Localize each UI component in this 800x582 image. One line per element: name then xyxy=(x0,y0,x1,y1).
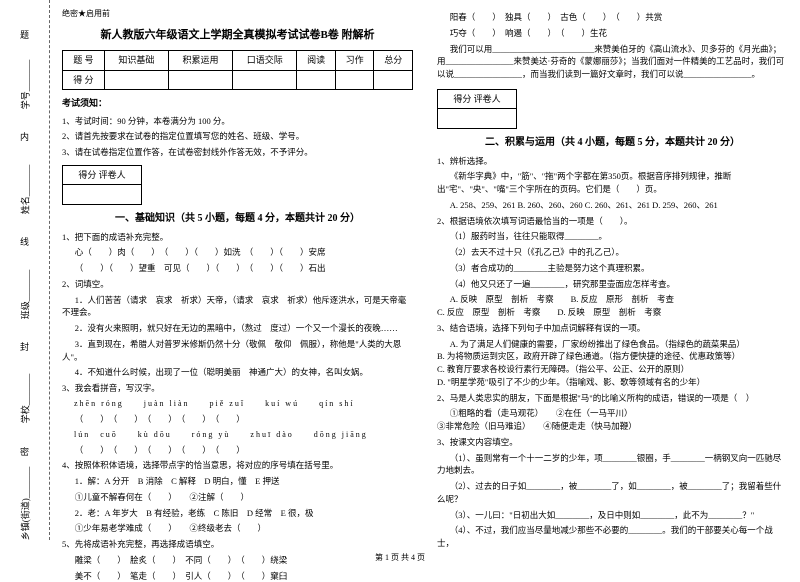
margin-label-ti: 题 xyxy=(18,30,31,39)
th-4: 阅读 xyxy=(297,51,336,70)
page-container: 题 学号_______ 内 姓名_______ 线 班级_______ 封 学校… xyxy=(0,0,800,540)
margin-field-school: 学校_______ xyxy=(18,374,31,424)
scorebox-2: 得分 评卷人 xyxy=(437,89,517,129)
rtop-l2: 巧夺（ ） 响遏（ ） （ ）生花 xyxy=(437,27,788,40)
s2q2-l3: （3）者合成功的________主验是努力这个真理积累。 xyxy=(437,262,788,275)
td-4[interactable] xyxy=(297,70,336,89)
th-2: 积累运用 xyxy=(168,51,232,70)
content-area: 绝密★启用前 新人教版六年级语文上学期全真模拟考试试卷B卷 附解析 题 号 知识… xyxy=(50,0,800,540)
s2q5-stem: 3、按课文内容填空。 xyxy=(437,436,788,449)
th-0: 题 号 xyxy=(63,51,105,70)
td-2[interactable] xyxy=(168,70,232,89)
s2q4-stem: 2、马是人类忠实的朋友，下面是根据"马"的比喻义所构的成语，错误的一项是（ ） xyxy=(437,392,788,405)
q2-l1: 1．人们苦苦（请求 哀求 祈求）天帝，（请求 哀求 祈求）他斥逐洪水，可是天帝毫… xyxy=(62,294,413,320)
dash-xian: 线 xyxy=(20,235,29,248)
q2-l3: 3．直到现在，希腊人对普罗米修斯仍然十分（敬佩 敬仰 佩服），称他是"人类的大恩… xyxy=(62,338,413,364)
secret-label: 绝密★启用前 xyxy=(62,8,413,21)
section1-title: 一、基础知识（共 5 小题，每题 4 分，本题共计 20 分） xyxy=(62,211,413,227)
q1-l2: （ ）（ ）望重 可见（ ）（ ） （ ）（ ）石出 xyxy=(62,262,413,275)
rtop-l1: 阳春（ ） 独具（ ） 古色（ ） （ ）共赏 xyxy=(437,11,788,24)
th-1: 知识基础 xyxy=(104,51,168,70)
q3-stem: 3、我会看拼音，写汉字。 xyxy=(62,382,413,395)
q3-py2: lún cuō kù dōu róng yù zhuī dào dōng jiā… xyxy=(62,429,413,441)
score-table: 题 号 知识基础 积累运用 口语交际 阅读 习作 总分 得 分 xyxy=(62,50,413,90)
td-3[interactable] xyxy=(233,70,297,89)
margin-field-name: 姓名_______ xyxy=(18,165,31,215)
q1-stem: 1、把下面的成语补充完整。 xyxy=(62,231,413,244)
s2q5-l4: （4）、不过，我们应当尽量地减少那些不必要的________。我们的干部要关心每… xyxy=(437,524,788,550)
s2q4-opts: ①粗略的看（走马观花） ②在任（一马平川） ③非常危险（旧马难追） ④随便走走（… xyxy=(437,407,788,433)
th-3: 口语交际 xyxy=(233,51,297,70)
section2-title: 二、积累与运用（共 4 小题，每题 5 分，本题共计 20 分） xyxy=(437,135,788,151)
scorebox-blank[interactable] xyxy=(63,185,142,204)
q4-l3: 2．老：A 年岁大 B 有经验，老练 C 陈旧 D 经常 E 很，极 xyxy=(62,507,413,520)
binding-margin: 题 学号_______ 内 姓名_______ 线 班级_______ 封 学校… xyxy=(0,0,50,540)
margin-field-town: 乡镇(街道)_______ xyxy=(18,467,31,541)
s2q3-stem: 3、结合语境，选择下列句子中加点词解释有误的一项。 xyxy=(437,322,788,335)
notice-3: 3、请在试卷指定位置作答，在试卷密封线外作答无效，不予评分。 xyxy=(62,146,413,159)
q4-l4: ①少年易老学难成（ ） ②终级老去（ ） xyxy=(62,522,413,535)
s2q2-stem: 2、根据语境依次填写词语最恰当的一项是（ ）。 xyxy=(437,215,788,228)
exam-title: 新人教版六年级语文上学期全真模拟考试试卷B卷 附解析 xyxy=(62,27,413,45)
q1-l1: 心（ ）肉（ ） （ ）（ ）如洗 （ ）（ ）安席 xyxy=(62,246,413,259)
q4-l1: 1．解：A 分开 B 消除 C 解释 D 明白，懂 E 押送 xyxy=(62,475,413,488)
s2q3-opts: A. 为了满足人们健康的需要，厂家纷纷推出了绿色食品。（指绿色的蔬菜果品） B.… xyxy=(437,338,788,389)
rtop-l3: 我们可以用________________________来赞美伯牙的《高山流水… xyxy=(437,43,788,81)
th-5: 习作 xyxy=(335,51,374,70)
page-footer: 第 1 页 共 4 页 xyxy=(0,552,800,563)
dash-feng: 封 xyxy=(20,340,29,353)
q5-stem: 5、先将成语补充完整，再选择成语填空。 xyxy=(62,538,413,551)
td-6[interactable] xyxy=(374,70,413,89)
s2q2-l1: （1）服药时当，往往只能取得________。 xyxy=(437,230,788,243)
scorebox2-blank[interactable] xyxy=(438,109,517,128)
s2q1-l1: 《新华字典》中，"筋"、"拖"两个字都在第350页。根据音序排列规律，推断出"宅… xyxy=(437,170,788,196)
score-header-row: 题 号 知识基础 积累运用 口语交际 阅读 习作 总分 xyxy=(63,51,413,70)
notice-2: 2、请首先按要求在试卷的指定位置填写您的姓名、班级、学号。 xyxy=(62,130,413,143)
th-6: 总分 xyxy=(374,51,413,70)
s2q5-l3: （3）、一儿曰："日初出大如________，及日中则如________，此不为… xyxy=(437,509,788,522)
q3-py1: zhēn róng juàn liàn piě zuǐ kuí wú qín s… xyxy=(62,398,413,410)
scorebox2-label: 得分 评卷人 xyxy=(438,89,517,108)
q2-stem: 2、词填空。 xyxy=(62,278,413,291)
dash-mi: 密 xyxy=(20,445,29,458)
q3-bl1: （ ） （ ） （ ） （ ） （ ） xyxy=(62,413,413,426)
q4-stem: 4、按照体积体语境，选择带点字的恰当意思，将对应的序号填在括号里。 xyxy=(62,459,413,472)
td-1[interactable] xyxy=(104,70,168,89)
q4-l2: ①儿童不解春何在（ ） ②注解（ ） xyxy=(62,491,413,504)
s2q1-opts: A. 258、259、261 B. 260、260、260 C. 260、261… xyxy=(437,199,788,212)
s2q2-l2: （2）去天不过十只（《孔乙己》中的孔乙己）。 xyxy=(437,246,788,259)
score-value-row: 得 分 xyxy=(63,70,413,89)
scorebox-1: 得分 评卷人 xyxy=(62,165,142,205)
left-column: 绝密★启用前 新人教版六年级语文上学期全真模拟考试试卷B卷 附解析 题 号 知识… xyxy=(50,0,425,540)
q2-l2: 2．没有火来照明，就只好在无边的黑暗中，（熬过 度过）一个又一个漫长的夜晚…… xyxy=(62,322,413,335)
notice-1: 1、考试时间：90 分钟，本卷满分为 100 分。 xyxy=(62,115,413,128)
scorebox-label: 得分 评卷人 xyxy=(63,165,142,184)
right-column: 阳春（ ） 独具（ ） 古色（ ） （ ）共赏 巧夺（ ） 响遏（ ） （ ）生… xyxy=(425,0,800,540)
s2q1-stem: 1、辨析选择。 xyxy=(437,155,788,168)
notice-head: 考试须知： xyxy=(62,96,413,110)
margin-field-xuehao: 学号_______ xyxy=(18,60,31,110)
q5-l2: 美不（ ） 笔走（ ） 引人（ ） （ ）窠臼 xyxy=(62,570,413,582)
s2q2-l4: （4）他又只还了一遍________，研究那里壶面应怎样考查。 xyxy=(437,278,788,291)
td-label: 得 分 xyxy=(63,70,105,89)
dash-nei: 内 xyxy=(20,130,29,143)
q2-l4: 4．不知道什么时候，出现了一位（聪明美丽 神通广大）的女神，名叫女娲。 xyxy=(62,366,413,379)
s2q2-opts: A. 反映 原型 剖析 考察 B. 反应 原形 剖析 考查 C. 反应 原型 剖… xyxy=(437,293,788,319)
td-5[interactable] xyxy=(335,70,374,89)
margin-field-class: 班级_______ xyxy=(18,269,31,319)
q3-bl2: （ ） （ ） （ ） （ ） （ ） xyxy=(62,444,413,457)
s2q5-l1: （1）、虽则常有一个十一二岁的少年，项________银圈，手________一… xyxy=(437,452,788,478)
s2q5-l2: （2）、过去的日子如________，被________了，如________，… xyxy=(437,480,788,506)
